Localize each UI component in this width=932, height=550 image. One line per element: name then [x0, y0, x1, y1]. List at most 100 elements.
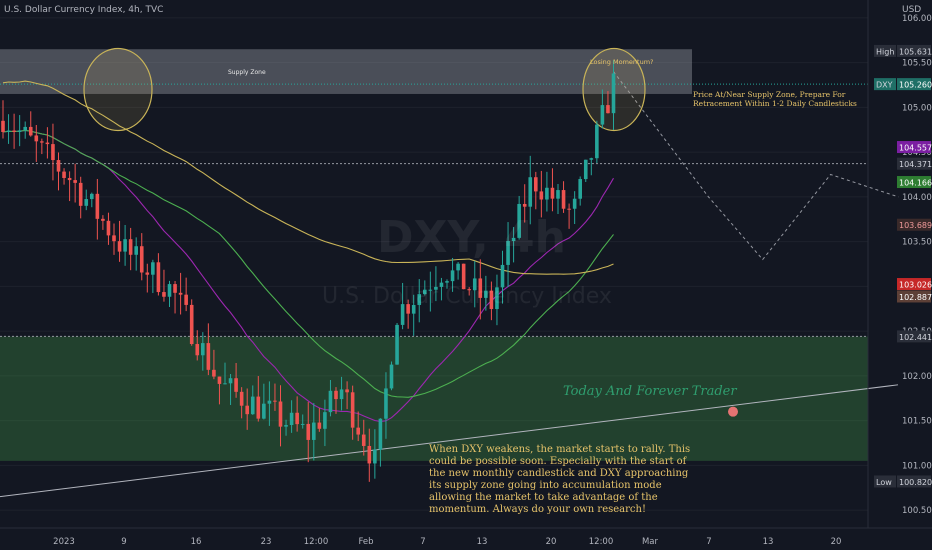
candle — [184, 277, 188, 312]
candle — [606, 91, 610, 114]
price-label-box — [897, 330, 931, 343]
supply-zone — [0, 49, 692, 94]
candle-body — [189, 304, 194, 345]
candle-body — [506, 240, 510, 265]
candle-body — [145, 272, 150, 275]
candle-body — [195, 344, 200, 356]
candle — [300, 414, 305, 429]
candle-body — [472, 278, 477, 291]
candle — [28, 111, 33, 137]
price-axis: 100.50101.00101.50102.00102.50103.00103.… — [874, 14, 932, 516]
candle-body — [300, 423, 305, 425]
x-tick-label: 12:00 — [304, 537, 329, 547]
candle — [167, 280, 172, 307]
x-tick-label: 9 — [121, 537, 126, 547]
candle-body — [350, 392, 355, 428]
candle-body — [600, 105, 605, 125]
candle — [289, 400, 294, 433]
candle — [139, 233, 144, 281]
candle-body — [278, 401, 283, 427]
x-tick-label: 7 — [420, 537, 425, 547]
candle — [134, 237, 138, 271]
candle — [217, 376, 222, 405]
candle — [556, 184, 560, 215]
candle-body — [239, 391, 244, 406]
x-tick-label: Mar — [642, 537, 659, 547]
x-tick-label: Feb — [358, 537, 373, 547]
candle — [561, 181, 566, 213]
candle — [434, 266, 438, 302]
ma-mid-line — [2, 129, 614, 398]
candle-body — [323, 412, 327, 429]
candle-body — [17, 130, 22, 132]
candle-body — [345, 389, 349, 393]
candle — [67, 171, 72, 202]
candle — [572, 191, 577, 225]
candle-body — [23, 126, 27, 131]
candle-body — [328, 390, 333, 413]
candle — [611, 60, 616, 130]
candle-body — [206, 343, 211, 370]
price-label: 105.260 DXY — [874, 78, 932, 91]
candle — [162, 269, 166, 302]
candle — [500, 250, 505, 304]
candle — [262, 383, 266, 420]
candle-body — [217, 376, 222, 384]
price-label: 104.557 — [897, 141, 932, 154]
candle — [84, 189, 89, 211]
candle-body — [373, 449, 377, 464]
candle-body — [556, 190, 560, 199]
candle — [389, 361, 394, 391]
signature-text: Today And Forever Trader — [563, 384, 737, 399]
candle-body — [184, 294, 188, 305]
candle — [550, 168, 555, 212]
candle-body — [106, 220, 111, 236]
candle — [256, 376, 261, 422]
candle — [450, 257, 455, 292]
candle-body — [34, 135, 39, 142]
candle-body — [234, 378, 238, 392]
price-label: 102.441 — [897, 330, 932, 343]
candle-body — [101, 218, 105, 221]
candle — [472, 261, 477, 308]
candle-body — [306, 423, 311, 440]
price-label-value: 100.820 — [899, 478, 932, 487]
candle-body — [434, 286, 438, 290]
candle — [583, 159, 588, 182]
candle-body — [522, 203, 527, 207]
candle — [40, 138, 44, 155]
watermark-name: U.S. Dollar Currency Index — [322, 284, 612, 309]
candle — [534, 171, 538, 210]
candle — [356, 411, 360, 442]
candle — [328, 379, 333, 417]
candle — [517, 195, 521, 240]
price-label-value: 103.689 — [899, 221, 932, 230]
candle-body — [606, 105, 610, 114]
price-label-name: DXY — [876, 81, 893, 90]
candle — [151, 259, 155, 294]
candle — [101, 215, 105, 230]
candle — [34, 124, 39, 162]
candle — [245, 388, 249, 430]
candle — [484, 275, 488, 311]
candle — [428, 271, 433, 312]
candle-body — [356, 427, 360, 435]
candle — [423, 280, 427, 296]
x-tick-label: 20 — [546, 537, 557, 547]
candle — [411, 294, 416, 336]
candle — [295, 396, 299, 432]
description-note: When DXY weakens, the market starts to r… — [429, 444, 691, 515]
candle — [600, 89, 605, 129]
candle — [195, 330, 200, 361]
candle — [495, 274, 499, 326]
candle — [212, 349, 216, 380]
price-label-value: 102.441 — [899, 333, 932, 342]
candle — [528, 155, 533, 225]
candle — [567, 203, 571, 229]
candle-body — [489, 290, 494, 310]
price-label-box — [897, 290, 931, 303]
price-label: 104.371 — [897, 157, 932, 170]
y-tick-label: 101.00 — [902, 461, 932, 471]
candle-body — [295, 412, 299, 425]
